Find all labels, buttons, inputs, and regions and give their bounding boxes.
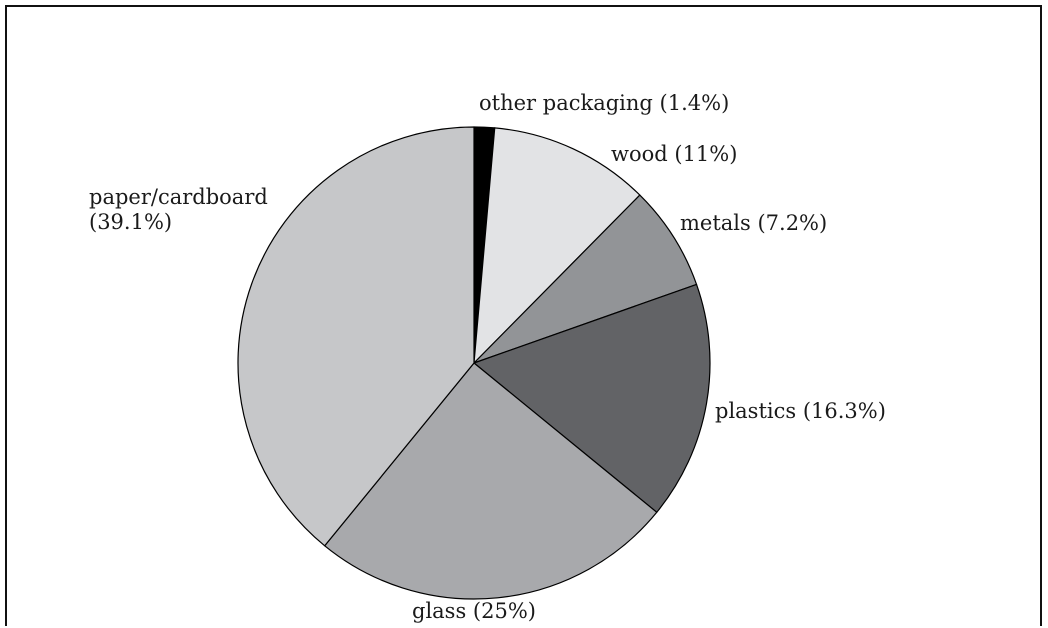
slice-label-line: other packaging (1.4%) [479,91,729,115]
slice-label-line: wood (11%) [611,142,737,166]
slice-label-line: (39.1%) [89,210,172,234]
slice-label-wood: wood (11%) [611,142,737,166]
slice-label-line: paper/cardboard [89,185,268,209]
pie-chart: other packaging (1.4%) wood (11%) metals (… [89,91,886,623]
pie-slice-paper-cardboard [237,126,475,547]
pie-slices [237,126,711,600]
slice-label-metals: metals (7.2%) [680,211,827,235]
slice-label-paper-cardboard: paper/cardboard (39.1%) [89,185,268,234]
slice-label-line: plastics (16.3%) [715,399,886,423]
pie-slice-glass [324,362,658,600]
pie-slice-metals [473,194,698,364]
pie-slice-wood [473,127,641,364]
slice-label-glass: glass (25%) [412,599,536,623]
slice-label-line: glass (25%) [412,599,536,623]
chart-frame: other packaging (1.4%) wood (11%) metals (… [5,5,1042,626]
pie-labels: other packaging (1.4%) wood (11%) metals (… [89,91,886,623]
pie-slice-plastics [473,283,711,513]
slice-label-plastics: plastics (16.3%) [715,399,886,423]
slice-label-line: metals (7.2%) [680,211,827,235]
slice-label-other-packaging: other packaging (1.4%) [479,91,729,115]
